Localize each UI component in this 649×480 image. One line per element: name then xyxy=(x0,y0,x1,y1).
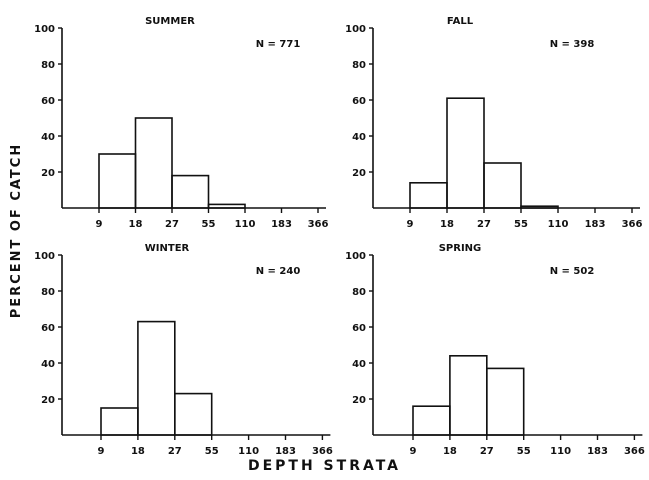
histogram-bar xyxy=(449,354,488,436)
x-tick-label: 183 xyxy=(587,446,608,457)
x-tick-label: 18 xyxy=(440,219,454,230)
panel-title: FALL xyxy=(447,16,474,27)
x-tick-label: 110 xyxy=(238,446,259,457)
y-tick-label: 60 xyxy=(41,323,55,334)
x-tick-label: 366 xyxy=(624,446,645,457)
sample-size-label: N = 240 xyxy=(256,266,301,277)
x-tick-label: 110 xyxy=(235,219,256,230)
x-tick-label: 55 xyxy=(517,446,531,457)
y-tick-label: 80 xyxy=(352,60,366,71)
x-tick-label: 9 xyxy=(96,219,103,230)
histogram-bar xyxy=(100,407,139,436)
histogram-bar xyxy=(174,392,213,436)
histogram-bar xyxy=(485,367,525,436)
y-axis-label: PERCENT OF CATCH xyxy=(0,80,34,380)
y-tick-label: 80 xyxy=(41,60,55,71)
x-tick-label: 55 xyxy=(514,219,528,230)
y-tick-label: 40 xyxy=(352,359,366,370)
x-tick-label: 183 xyxy=(275,446,296,457)
y-tick-label: 20 xyxy=(352,168,366,179)
x-tick-label: 9 xyxy=(407,219,414,230)
panel-title: SUMMER xyxy=(145,16,195,27)
x-tick-label: 55 xyxy=(205,446,219,457)
y-tick-label: 100 xyxy=(34,24,55,35)
panel-title: SPRING xyxy=(439,243,482,254)
x-tick-label: 183 xyxy=(585,219,606,230)
sample-size-label: N = 771 xyxy=(256,39,301,50)
y-tick-label: 20 xyxy=(41,168,55,179)
y-tick-label: 80 xyxy=(352,287,366,298)
y-tick-label: 80 xyxy=(41,287,55,298)
y-tick-label: 20 xyxy=(352,395,366,406)
histogram-bar xyxy=(171,174,210,209)
histogram-bar xyxy=(446,97,485,209)
y-tick-label: 60 xyxy=(41,96,55,107)
x-tick-label: 183 xyxy=(271,219,292,230)
y-tick-label: 40 xyxy=(352,132,366,143)
y-tick-label: 40 xyxy=(41,132,55,143)
panel-title: WINTER xyxy=(145,243,190,254)
x-tick-label: 27 xyxy=(165,219,179,230)
x-tick-label: 55 xyxy=(202,219,216,230)
x-tick-label: 18 xyxy=(443,446,457,457)
y-axis-label-text: PERCENT OF CATCH xyxy=(9,142,25,318)
sample-size-label: N = 398 xyxy=(550,39,595,50)
x-tick-label: 27 xyxy=(168,446,182,457)
x-axis-label: DEPTH STRATA xyxy=(247,458,402,474)
y-tick-label: 100 xyxy=(345,251,366,262)
x-tick-label: 9 xyxy=(410,446,417,457)
x-tick-label: 27 xyxy=(480,446,494,457)
histogram-bar xyxy=(134,117,173,209)
histogram-bar xyxy=(137,320,176,436)
x-tick-label: 9 xyxy=(98,446,105,457)
y-tick-label: 40 xyxy=(41,359,55,370)
x-tick-label: 27 xyxy=(477,219,491,230)
x-tick-label: 18 xyxy=(129,219,143,230)
x-tick-label: 110 xyxy=(548,219,569,230)
y-tick-label: 100 xyxy=(34,251,55,262)
y-tick-label: 20 xyxy=(41,395,55,406)
sample-size-label: N = 502 xyxy=(550,266,595,277)
y-tick-label: 60 xyxy=(352,96,366,107)
x-tick-label: 18 xyxy=(131,446,145,457)
histogram-bar xyxy=(207,203,246,209)
x-tick-label: 366 xyxy=(622,219,643,230)
y-tick-label: 60 xyxy=(352,323,366,334)
y-tick-label: 100 xyxy=(345,24,366,35)
histogram-bar xyxy=(520,205,559,209)
histogram-bar xyxy=(98,153,137,209)
x-tick-label: 110 xyxy=(550,446,571,457)
histogram-bar xyxy=(409,182,448,209)
x-tick-label: 366 xyxy=(312,446,333,457)
histogram-bar xyxy=(412,405,451,436)
histogram-bar xyxy=(483,162,522,209)
x-tick-label: 366 xyxy=(308,219,329,230)
